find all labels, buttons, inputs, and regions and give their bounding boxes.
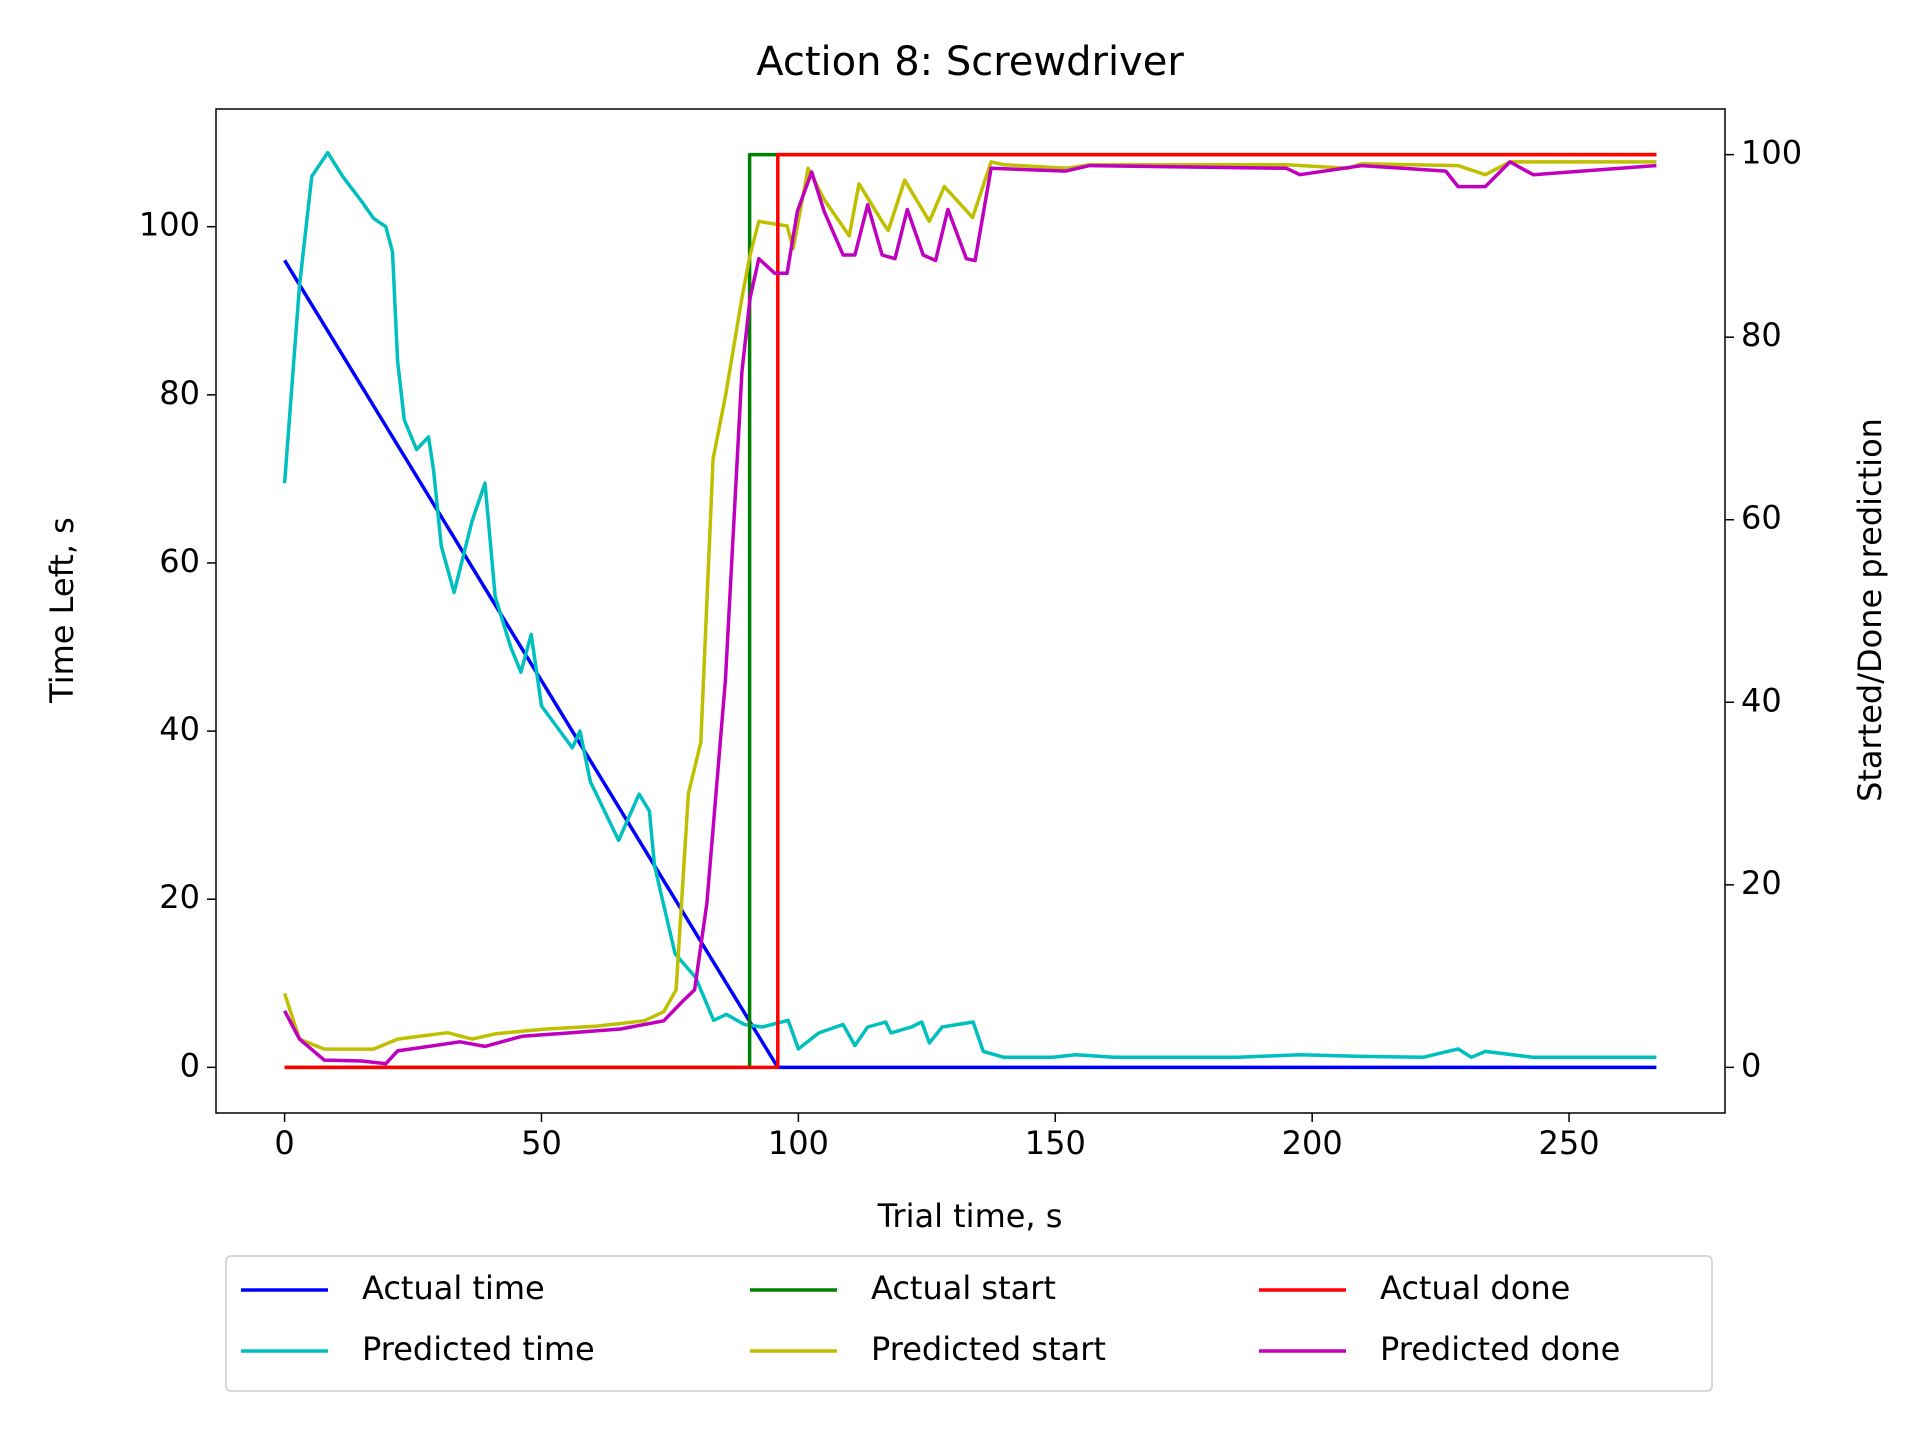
series-line <box>282 160 1657 1051</box>
y-tick-label: 40 <box>159 710 200 748</box>
legend-label: Actual time <box>362 1269 545 1307</box>
y-tick-label: 60 <box>159 542 200 580</box>
series-line <box>283 259 1657 1070</box>
series-line <box>282 150 1657 1060</box>
y2-tick-label: 20 <box>1741 864 1782 902</box>
plot-frame <box>215 108 1726 1114</box>
series-line <box>284 152 1657 1070</box>
legend-label: Actual done <box>1380 1269 1570 1307</box>
x-axis-label: Trial time, s <box>877 1197 1063 1235</box>
y-tick-label: 100 <box>139 206 200 244</box>
x-tick-label: 200 <box>1282 1124 1343 1162</box>
y2-tick-label: 80 <box>1741 316 1782 354</box>
x-tick-label: 150 <box>1025 1124 1086 1162</box>
y2-tick-label: 100 <box>1741 134 1802 172</box>
legend-label: Predicted done <box>1380 1330 1620 1368</box>
legend-label: Predicted time <box>362 1330 595 1368</box>
chart-title: Action 8: Screwdriver <box>756 39 1184 85</box>
y2-tick-label: 40 <box>1741 681 1782 719</box>
y2-tick-label: 0 <box>1741 1046 1761 1084</box>
series-line <box>283 160 1657 1066</box>
y-tick-label: 20 <box>159 878 200 916</box>
y-tick-label: 0 <box>180 1046 200 1084</box>
y2-axis-label: Started/Done prediction <box>1851 418 1889 802</box>
x-tick-label: 250 <box>1539 1124 1600 1162</box>
x-tick-label: 0 <box>274 1124 294 1162</box>
legend-label: Predicted start <box>871 1330 1106 1368</box>
y-tick-label: 80 <box>159 374 200 412</box>
series-line <box>284 152 1657 1070</box>
y-axis-label: Time Left, s <box>43 517 81 704</box>
x-tick-label: 100 <box>768 1124 829 1162</box>
x-tick-label: 50 <box>521 1124 562 1162</box>
y2-tick-label: 60 <box>1741 499 1782 537</box>
legend-label: Actual start <box>871 1269 1056 1307</box>
